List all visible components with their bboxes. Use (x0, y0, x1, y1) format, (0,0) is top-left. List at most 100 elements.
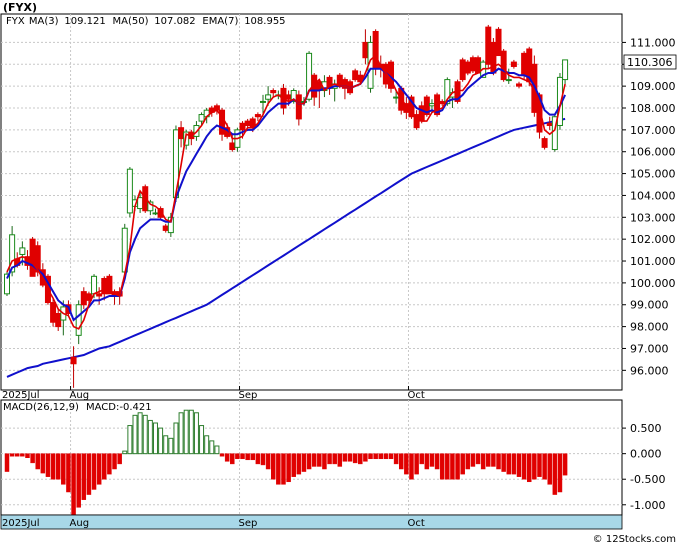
macd-bar-pos (163, 435, 169, 455)
macd-bar-neg (35, 453, 40, 470)
macd-bar-neg (107, 453, 112, 475)
macd-bar-neg (230, 453, 235, 465)
macd-y-axis: 0.500 0.000 -0.500 -1.000 (622, 422, 665, 512)
macd-bar-pos (168, 437, 174, 455)
macd-date-band (0, 514, 623, 530)
price-tick-label: 101.000 (630, 255, 676, 268)
candle-body-down (485, 26, 492, 65)
candle-body-up (137, 197, 144, 210)
macd-bar-neg (388, 453, 394, 460)
candle-body-up (152, 212, 159, 215)
candle-body-down (541, 138, 548, 148)
price-panel: 96.000 97.000 98.000 99.000 100.000 101.000 10… (0, 13, 676, 401)
price-tick-label: 98.000 (630, 321, 669, 334)
ema7-line (6, 67, 567, 322)
macd-tick-label: -1.000 (630, 499, 665, 512)
macd-bar-neg (61, 453, 66, 485)
macd-bar-neg (347, 453, 353, 462)
macd-bar-pos (199, 425, 205, 455)
macd-bar-neg (409, 453, 414, 480)
macd-bar-neg (516, 453, 522, 477)
macd-bar-neg (537, 453, 542, 477)
macd-bar-neg (358, 453, 363, 465)
candle-body-up (444, 79, 451, 105)
macd-bar-neg (30, 453, 35, 464)
macd-bar-neg (240, 453, 245, 460)
candle-body-down (157, 208, 164, 218)
macd-bar-neg (235, 453, 240, 460)
macd-bar-neg (281, 453, 286, 485)
candle-body-up (505, 79, 512, 82)
candle-body-down (418, 105, 425, 122)
candle-body-down (270, 90, 277, 94)
candle-body-down (34, 245, 41, 273)
candle-body-up (198, 114, 205, 122)
candle-body-up (9, 234, 16, 273)
macd-x-label: 2025Jul (2, 518, 40, 529)
legend-item-1: MA(3) (29, 16, 59, 27)
macd-bar-pos (137, 412, 143, 455)
macd-x-label: Aug (70, 518, 90, 529)
macd-bar-pos (178, 412, 184, 455)
candle-body-down (239, 122, 246, 131)
macd-bar-neg (14, 453, 20, 457)
macd-bar-neg (445, 453, 450, 480)
candle-body-up (4, 273, 10, 295)
macd-bar-neg (480, 453, 486, 470)
macd-bar-neg (255, 453, 261, 465)
candlesticks (4, 24, 569, 388)
candle-body-down (464, 61, 471, 74)
macd-bar-neg (378, 453, 384, 460)
price-tick-label: 108.000 (630, 102, 676, 115)
candle-body-down (469, 57, 476, 72)
macd-bar-neg (76, 453, 81, 508)
macd-bar-neg (102, 453, 107, 480)
macd-bar-pos (214, 445, 220, 455)
price-tick-label: 104.000 (630, 189, 676, 202)
candle-body-up (562, 59, 569, 81)
candle-body-down (96, 293, 103, 297)
macd-bar-pos (142, 414, 148, 455)
macd-bar-neg (455, 453, 460, 480)
macd-bar-neg (86, 453, 92, 495)
ticker-title: (FYX) (3, 1, 37, 14)
candle-body-down (521, 52, 528, 76)
macd-bar-neg (260, 453, 266, 466)
candle-body-down (162, 225, 169, 231)
macd-bar-neg (81, 453, 87, 500)
macd-bar-neg (475, 453, 481, 465)
macd-bar-pos (127, 425, 133, 455)
price-x-axis: 2025Jul Aug Sep Oct (2, 386, 425, 401)
macd-bar-neg (45, 453, 51, 477)
price-tick-label: 105.000 (630, 168, 676, 181)
macd-bar-neg (542, 453, 547, 480)
candle-body-down (434, 94, 441, 116)
macd-bar-neg (40, 453, 46, 474)
macd-bar-neg (419, 453, 424, 465)
candle-body-down (80, 291, 87, 306)
last-price-value: 110.306 (627, 56, 673, 69)
candle-body-down (546, 122, 553, 126)
candle-body-down (178, 127, 185, 140)
macd-bar-neg (117, 453, 122, 465)
price-tick-label: 111.000 (630, 36, 676, 49)
candle-body-down (516, 83, 522, 87)
macd-bar-neg (301, 453, 307, 472)
candle-body-down (55, 312, 62, 328)
macd-bar-neg (460, 453, 465, 475)
candle-body-down (244, 120, 251, 126)
candle-body-down (106, 275, 113, 295)
macd-bar-neg (532, 453, 537, 480)
candle-body-down (352, 70, 359, 81)
macd-bar-neg (547, 453, 552, 485)
legend-item-6: 108.955 (244, 16, 285, 27)
price-x-label: Oct (407, 390, 424, 401)
candle-body-down (101, 278, 108, 295)
macd-bar-neg (4, 453, 10, 472)
ma50-line (6, 117, 566, 378)
macd-bar-neg (9, 453, 15, 457)
candle-body-down (510, 61, 517, 67)
macd-bar-neg (112, 453, 117, 470)
price-tick-label: 97.000 (630, 342, 669, 355)
